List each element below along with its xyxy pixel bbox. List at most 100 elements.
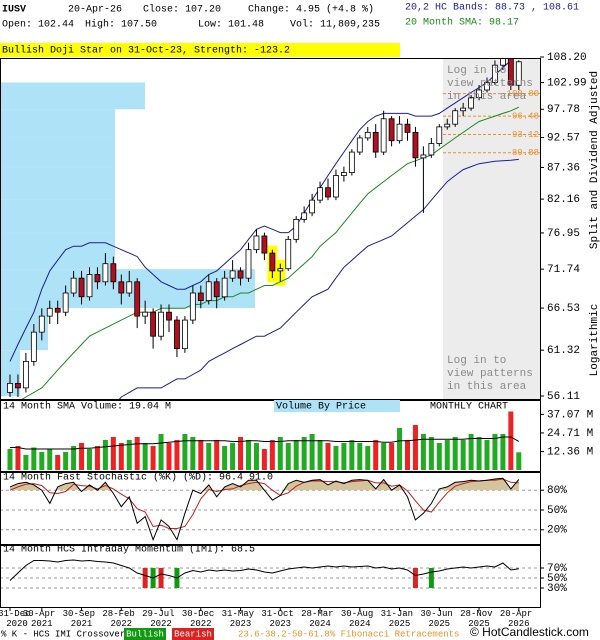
volume-bar: [428, 437, 434, 470]
volume-bar: [190, 437, 196, 470]
candle-body: [86, 274, 93, 298]
volume-bar: [39, 452, 45, 470]
volume-bar: [23, 455, 29, 470]
volume-bar: [238, 437, 244, 470]
login-notice: view patterns: [447, 368, 533, 380]
y-tick-label: 12.36 M: [547, 446, 593, 458]
x-tick-label: 28-Mar 2024: [301, 609, 339, 629]
volume-bar: [214, 440, 220, 470]
candle-body: [340, 172, 347, 176]
volume-bar: [365, 446, 371, 470]
high: High: 107.50: [85, 19, 157, 31]
period-label: MONTHLY CHART: [430, 402, 508, 413]
candle-body: [333, 175, 339, 198]
candle-body: [22, 360, 29, 389]
candle-body: [269, 252, 276, 272]
candle-body: [158, 311, 164, 337]
login-notice: view patterns: [447, 78, 533, 90]
volume-bar: [47, 449, 53, 470]
y-axis-label: Split and Dividend Adjusted: [589, 71, 600, 249]
bands-legend: 20,2 HC Bands: 88.73 , 108.61: [405, 2, 579, 14]
candle-body: [460, 107, 467, 112]
volume-bar: [341, 443, 347, 470]
volume-by-price-bar: [0, 82, 145, 110]
x-tick-label: 31-Jan 2025: [381, 609, 419, 629]
volume-bar: [436, 443, 442, 470]
candle-body: [356, 137, 363, 153]
candle-body: [436, 126, 443, 144]
volume-bar: [389, 443, 395, 470]
y-tick-label: 56.11: [547, 391, 580, 403]
volume-by-price-bar: [0, 350, 20, 396]
candle-body: [285, 238, 292, 270]
candle-body: [317, 187, 323, 201]
volume-bar: [15, 446, 21, 470]
volume-bar: [397, 428, 403, 470]
imi-frame: [0, 545, 541, 608]
vbp-label: Volume By Price: [276, 401, 366, 413]
bullish-label: Bullish: [126, 629, 164, 639]
y-tick-label: 97.78: [547, 104, 580, 116]
y-tick-label: 37.07 M: [547, 409, 593, 421]
volume-bar: [269, 440, 275, 470]
candle-body: [396, 123, 403, 142]
volume-bar: [230, 443, 236, 470]
candle-body: [468, 97, 475, 109]
volume-bar: [142, 443, 148, 470]
volume-bar: [420, 434, 426, 470]
candle-body: [476, 89, 482, 99]
candle-body: [142, 311, 149, 317]
candle-body: [452, 110, 459, 125]
candle-body: [253, 235, 260, 251]
x-tick-label: 20-Apr 2026: [500, 609, 538, 629]
volume-bar: [301, 437, 307, 470]
volume-bar: [150, 446, 156, 470]
volume-by-price-bar: [0, 232, 115, 270]
y-tick-label: 61.32: [547, 345, 580, 357]
y-tick-label: 50%: [547, 505, 567, 517]
candle-body: [174, 319, 180, 350]
low: Low: 101.48: [198, 20, 264, 31]
x-tick-label: 31-Dec 2020: [0, 609, 36, 629]
y-tick-label: 20%: [547, 525, 567, 537]
candle-body: [62, 292, 69, 313]
stochastic-frame: [0, 472, 541, 545]
axes: 108.20 102.99 97.78 92.57 87.36 82.16 76.95 71.…: [0, 52, 593, 629]
date: 20-Apr-26: [68, 5, 122, 16]
volume-bar: [349, 440, 355, 470]
y-tick-label: 71.74: [547, 264, 580, 276]
volume-bar: [325, 443, 331, 470]
volume-bar: [174, 440, 180, 470]
y-tick-label: 30%: [547, 583, 567, 595]
volume-bar: [102, 440, 108, 470]
candle-body: [404, 123, 411, 133]
bearish-swatch: [172, 628, 214, 640]
volume-panel: [7, 411, 522, 470]
vbp-label-background: [274, 400, 400, 412]
volume-bar: [333, 446, 339, 470]
volume-bar: [412, 425, 418, 470]
candle-body: [277, 268, 284, 272]
candle-body: [118, 281, 125, 294]
volume-bar: [158, 434, 164, 470]
volume-bar: [516, 452, 522, 470]
y-tick-label: 50%: [547, 573, 567, 585]
candle-body: [507, 58, 514, 86]
candle-body: [428, 143, 435, 156]
volume-by-price-bar: [0, 109, 115, 138]
candle-body: [134, 281, 141, 317]
y-tick-label: 102.99: [547, 77, 587, 89]
volume-by-price-bar: [0, 167, 115, 200]
stochastic-title: 14 Month Fast Stochastic (%K) (%D): 96.4…: [3, 472, 273, 484]
crossover-marker: [428, 568, 434, 588]
volume-bar: [87, 449, 92, 470]
y-tick-label: 66.53: [547, 303, 580, 315]
volume-frame: [0, 400, 541, 472]
locked-area: [443, 58, 540, 400]
x-tick-label: 30-Apr 2021: [23, 609, 61, 629]
candle-body: [261, 235, 268, 254]
fibonacci-legend: 23.6-38.2-50-61.8% Fibonacci Retracement…: [238, 629, 459, 639]
y-tick-label: 108.20: [547, 52, 587, 64]
volume-bar: [444, 440, 450, 470]
